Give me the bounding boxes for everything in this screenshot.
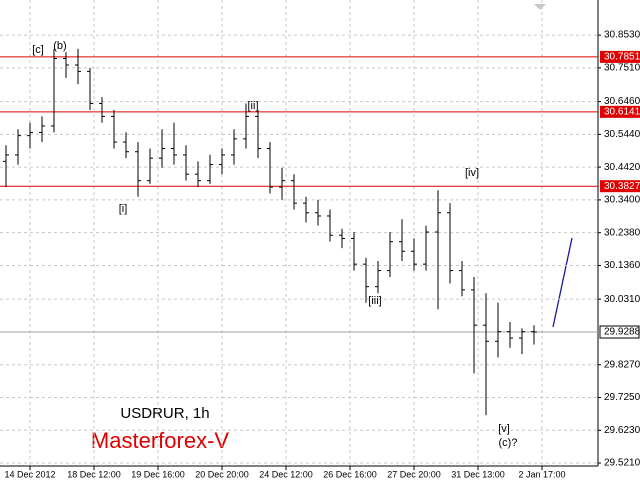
x-tick-label: 18 Dec 12:00 bbox=[67, 469, 121, 479]
wave-label: (c)? bbox=[499, 437, 518, 449]
y-tick-label: 29.7250 bbox=[604, 392, 640, 403]
symbol-label: USDRUR, 1h bbox=[120, 405, 209, 422]
wave-label: [c] bbox=[32, 44, 44, 56]
brand-label: Masterforex-V bbox=[91, 428, 229, 453]
wave-label: [ii] bbox=[248, 100, 259, 112]
wave-label: [iv] bbox=[465, 167, 479, 179]
x-tick-label: 19 Dec 16:00 bbox=[131, 469, 185, 479]
y-tick-label: 29.5210 bbox=[604, 458, 640, 469]
y-tick-label: 30.3400 bbox=[604, 195, 640, 206]
y-tick-label: 29.8270 bbox=[604, 359, 640, 370]
x-tick-label: 26 Dec 16:00 bbox=[323, 469, 377, 479]
x-tick-label: 20 Dec 20:00 bbox=[195, 469, 249, 479]
y-tick-label: 30.1360 bbox=[604, 260, 640, 271]
wave-label: [i] bbox=[119, 203, 128, 215]
x-tick-label: 14 Dec 2012 bbox=[4, 469, 55, 479]
y-tick-label: 30.8530 bbox=[604, 30, 640, 41]
current-price-label: 29.9288 bbox=[604, 327, 640, 338]
level-label: 30.7851 bbox=[604, 52, 640, 63]
wave-label: (b) bbox=[53, 40, 66, 52]
current-price-box bbox=[599, 325, 640, 339]
x-tick-label: 24 Dec 12:00 bbox=[259, 469, 313, 479]
x-tick-label: 2 Jan 17:00 bbox=[518, 469, 565, 479]
wave-label: [iii] bbox=[368, 295, 381, 307]
y-tick-label: 29.6230 bbox=[604, 425, 640, 436]
y-tick-label: 30.7510 bbox=[604, 62, 640, 73]
level-label: 30.3827 bbox=[604, 181, 640, 192]
shift-marker bbox=[534, 4, 546, 10]
x-tick-label: 27 Dec 20:00 bbox=[387, 469, 441, 479]
y-tick-label: 30.2380 bbox=[604, 227, 640, 238]
wave-label: [v] bbox=[498, 423, 510, 435]
y-tick-label: 30.0310 bbox=[604, 294, 640, 305]
level-label-box bbox=[600, 180, 640, 193]
y-tick-label: 30.4420 bbox=[604, 162, 640, 173]
level-label-box bbox=[600, 105, 640, 118]
y-tick-label: 30.5440 bbox=[604, 129, 640, 140]
forecast-line bbox=[552, 237, 573, 328]
y-tick-label: 30.6460 bbox=[604, 96, 640, 107]
level-label-box bbox=[600, 50, 640, 63]
x-tick-label: 31 Dec 13:00 bbox=[451, 469, 505, 479]
level-label: 30.6141 bbox=[604, 106, 640, 117]
